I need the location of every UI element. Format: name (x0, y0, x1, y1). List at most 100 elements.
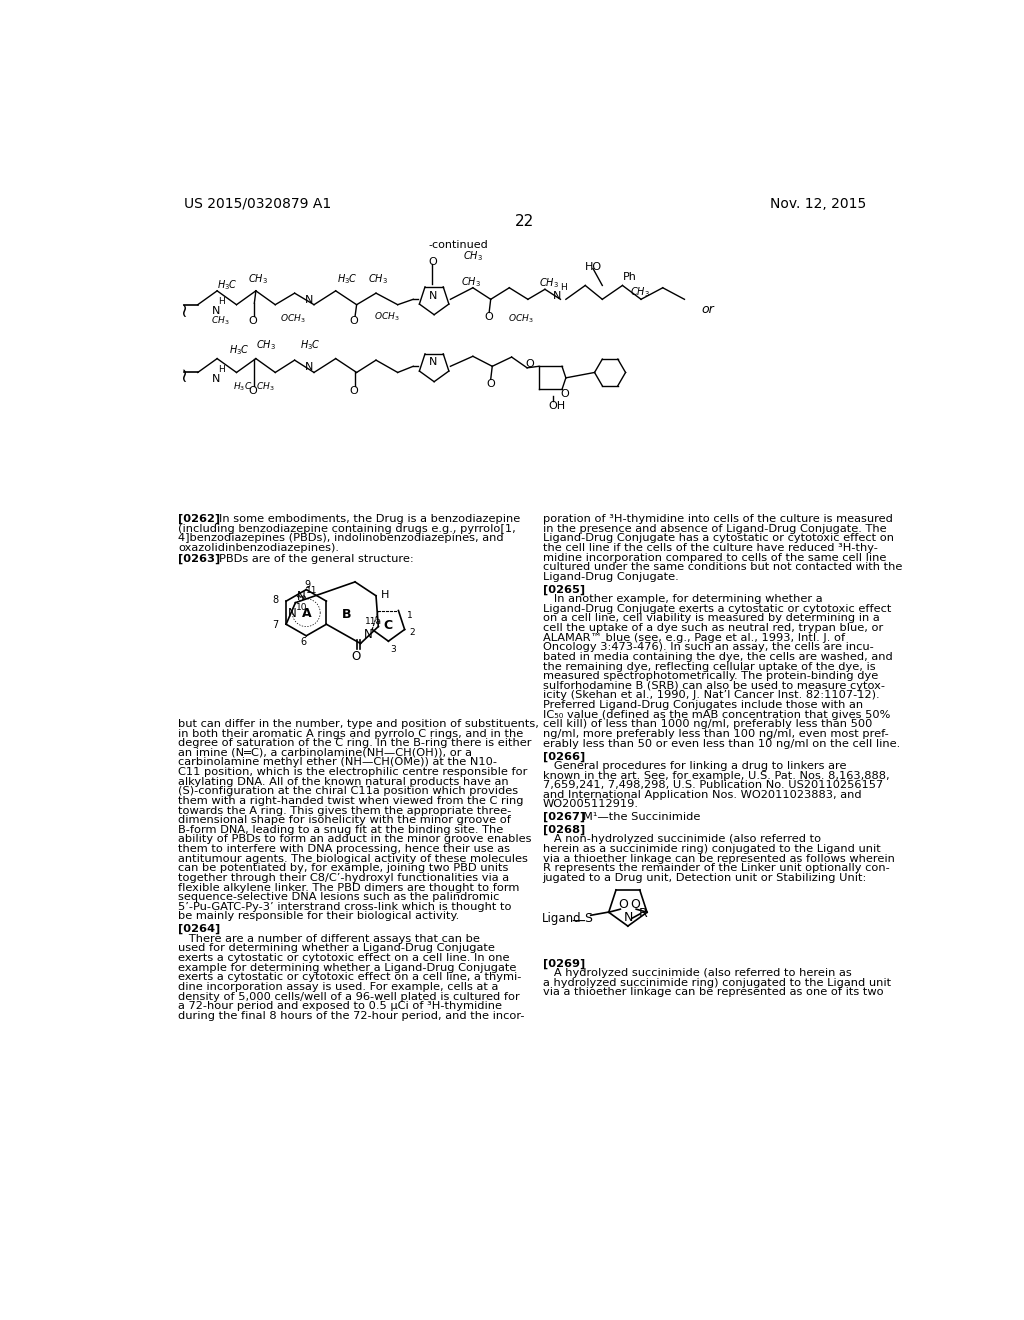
Text: 3: 3 (390, 645, 395, 653)
Text: ability of PBDs to form an adduct in the minor groove enables: ability of PBDs to form an adduct in the… (178, 834, 531, 845)
Text: Nov. 12, 2015: Nov. 12, 2015 (770, 197, 866, 211)
Text: $H_3C$  $CH_3$: $H_3C$ $CH_3$ (232, 380, 274, 392)
Text: 9: 9 (305, 581, 311, 590)
Text: C: C (383, 619, 392, 632)
Text: B-form DNA, leading to a snug fit at the binding site. The: B-form DNA, leading to a snug fit at the… (178, 825, 504, 834)
Text: 4]benzodiazepines (PBDs), indolinobenzodiazepines, and: 4]benzodiazepines (PBDs), indolinobenzod… (178, 533, 504, 544)
Text: N: N (553, 290, 561, 301)
Text: can be potentiated by, for example, joining two PBD units: can be potentiated by, for example, join… (178, 863, 509, 874)
Text: H: H (381, 590, 389, 599)
Text: O: O (429, 257, 437, 267)
Text: ~: ~ (174, 300, 194, 315)
Text: flexible alkylene linker. The PBD dimers are thought to form: flexible alkylene linker. The PBD dimers… (178, 883, 520, 892)
Text: O: O (525, 359, 535, 368)
Text: in both their aromatic A rings and pyrrolo C rings, and in the: in both their aromatic A rings and pyrro… (178, 729, 523, 739)
Text: Ligand: Ligand (542, 912, 582, 925)
Text: together through their C8/C’-hydroxyl functionalities via a: together through their C8/C’-hydroxyl fu… (178, 873, 510, 883)
Text: N: N (297, 590, 306, 603)
Text: dine incorporation assay is used. For example, cells at a: dine incorporation assay is used. For ex… (178, 982, 499, 991)
Text: [0267]: [0267] (543, 812, 585, 822)
Text: IC₅₀ value (defined as the mAB concentration that gives 50%: IC₅₀ value (defined as the mAB concentra… (543, 710, 890, 719)
Text: 5’-Pu-GATC-Py-3’ interstrand cross-link which is thought to: 5’-Pu-GATC-Py-3’ interstrand cross-link … (178, 902, 512, 912)
Text: A hydrolyzed succinimide (also referred to herein as: A hydrolyzed succinimide (also referred … (543, 968, 851, 978)
Text: dimensional shape for isohelicity with the minor groove of: dimensional shape for isohelicity with t… (178, 816, 511, 825)
Text: be mainly responsible for their biological activity.: be mainly responsible for their biologic… (178, 911, 460, 921)
Text: [0269]: [0269] (543, 958, 585, 969)
Text: There are a number of different assays that can be: There are a number of different assays t… (178, 933, 480, 944)
Text: Oncology 3:473-476). In such an assay, the cells are incu-: Oncology 3:473-476). In such an assay, t… (543, 643, 873, 652)
Text: oxazolidinbenzodiazepines).: oxazolidinbenzodiazepines). (178, 543, 339, 553)
Text: N: N (364, 628, 373, 642)
Text: $CH_3$: $CH_3$ (630, 285, 650, 300)
Text: carbinolamine methyl ether (NH—CH(OMe)) at the N10-: carbinolamine methyl ether (NH—CH(OMe)) … (178, 758, 498, 767)
Text: S: S (585, 912, 593, 925)
Text: erably less than 50 or even less than 10 ng/ml on the cell line.: erably less than 50 or even less than 10… (543, 739, 900, 748)
Text: antitumour agents. The biological activity of these molecules: antitumour agents. The biological activi… (178, 854, 528, 863)
Text: [0263]: [0263] (178, 554, 220, 565)
Text: cultured under the same conditions but not contacted with the: cultured under the same conditions but n… (543, 562, 902, 573)
Text: 8: 8 (272, 595, 279, 605)
Text: Ligand-Drug Conjugate has a cytostatic or cytotoxic effect on: Ligand-Drug Conjugate has a cytostatic o… (543, 533, 894, 544)
Text: 11: 11 (305, 586, 317, 595)
Text: used for determining whether a Ligand-Drug Conjugate: used for determining whether a Ligand-Dr… (178, 944, 496, 953)
Text: 6: 6 (300, 638, 306, 647)
Text: A: A (302, 607, 312, 620)
Text: Ligand-Drug Conjugate.: Ligand-Drug Conjugate. (543, 572, 678, 582)
Text: $H_3C$: $H_3C$ (228, 343, 250, 356)
Text: degree of saturation of the C ring. In the B-ring there is either: degree of saturation of the C ring. In t… (178, 738, 531, 748)
Text: H: H (560, 284, 567, 292)
Text: $CH_3$: $CH_3$ (248, 272, 268, 286)
Text: in the presence and absence of Ligand-Drug Conjugate. The: in the presence and absence of Ligand-Dr… (543, 524, 886, 533)
Text: density of 5,000 cells/well of a 96-well plated is cultured for: density of 5,000 cells/well of a 96-well… (178, 991, 520, 1002)
Text: $CH_3$: $CH_3$ (463, 249, 482, 263)
Text: In some embodiments, the Drug is a benzodiazepine: In some embodiments, the Drug is a benzo… (219, 515, 520, 524)
Text: N: N (429, 290, 437, 301)
Text: PBDs are of the general structure:: PBDs are of the general structure: (219, 554, 414, 564)
Text: O: O (351, 649, 360, 663)
Text: O: O (486, 379, 495, 389)
Text: icity (Skehan et al., 1990, J. Nat’l Cancer Inst. 82:1107-12).: icity (Skehan et al., 1990, J. Nat’l Can… (543, 690, 880, 701)
Text: $OCH_3$: $OCH_3$ (280, 313, 305, 325)
Text: O: O (248, 317, 257, 326)
Text: but can differ in the number, type and position of substituents,: but can differ in the number, type and p… (178, 719, 540, 729)
Text: H: H (218, 297, 224, 306)
Text: a 72-hour period and exposed to 0.5 μCi of ³H-thymidine: a 72-hour period and exposed to 0.5 μCi … (178, 1001, 503, 1011)
Text: (including benzodiazepine containing drugs e.g., pyrrolo[1,: (including benzodiazepine containing dru… (178, 524, 516, 533)
Text: during the final 8 hours of the 72-hour period, and the incor-: during the final 8 hours of the 72-hour … (178, 1011, 525, 1020)
Text: O: O (630, 899, 640, 911)
Text: on a cell line, cell viability is measured by determining in a: on a cell line, cell viability is measur… (543, 614, 880, 623)
Text: N: N (288, 607, 296, 620)
Text: herein as a succinimide ring) conjugated to the Ligand unit: herein as a succinimide ring) conjugated… (543, 843, 881, 854)
Text: $CH_3$: $CH_3$ (461, 276, 481, 289)
Text: them to interfere with DNA processing, hence their use as: them to interfere with DNA processing, h… (178, 843, 510, 854)
Text: N: N (305, 296, 313, 305)
Text: A non-hydrolyzed succinimide (also referred to: A non-hydrolyzed succinimide (also refer… (543, 834, 821, 845)
Text: 7,659,241, 7,498,298, U.S. Publication No. US20110256157: 7,659,241, 7,498,298, U.S. Publication N… (543, 780, 883, 791)
Text: O: O (349, 317, 357, 326)
Text: sequence-selective DNA lesions such as the palindromic: sequence-selective DNA lesions such as t… (178, 892, 500, 902)
Text: $CH_3$: $CH_3$ (211, 314, 229, 327)
Text: N: N (212, 306, 220, 317)
Text: $CH_3$: $CH_3$ (256, 338, 275, 351)
Text: WO2005112919.: WO2005112919. (543, 800, 639, 809)
Text: Ph: Ph (623, 272, 636, 282)
Text: sulforhodamine B (SRB) can also be used to measure cytox-: sulforhodamine B (SRB) can also be used … (543, 681, 885, 690)
Text: $CH_3$: $CH_3$ (539, 276, 559, 290)
Text: $H_3C$: $H_3C$ (300, 338, 321, 351)
Text: via a thioether linkage can be represented as one of its two: via a thioether linkage can be represent… (543, 987, 884, 998)
Text: cell kill) of less than 1000 ng/ml, preferably less than 500: cell kill) of less than 1000 ng/ml, pref… (543, 719, 872, 730)
Text: the cell line if the cells of the culture have reduced ³H-thy-: the cell line if the cells of the cultur… (543, 543, 878, 553)
Text: H: H (218, 364, 224, 374)
Text: US 2015/0320879 A1: US 2015/0320879 A1 (183, 197, 331, 211)
Text: $OCH_3$: $OCH_3$ (508, 313, 534, 325)
Text: and International Application Nos. WO2011023883, and: and International Application Nos. WO201… (543, 789, 861, 800)
Text: cell the uptake of a dye such as neutral red, trypan blue, or: cell the uptake of a dye such as neutral… (543, 623, 883, 634)
Text: $H_3C$: $H_3C$ (217, 277, 238, 292)
Text: M¹—the Succinimide: M¹—the Succinimide (583, 812, 700, 822)
Text: jugated to a Drug unit, Detection unit or Stabilizing Unit:: jugated to a Drug unit, Detection unit o… (543, 873, 867, 883)
Text: General procedures for linking a drug to linkers are: General procedures for linking a drug to… (543, 760, 846, 771)
Text: [0262]: [0262] (178, 515, 220, 524)
Text: [0265]: [0265] (543, 585, 585, 595)
Text: or: or (701, 304, 715, 317)
Text: N: N (624, 911, 634, 924)
